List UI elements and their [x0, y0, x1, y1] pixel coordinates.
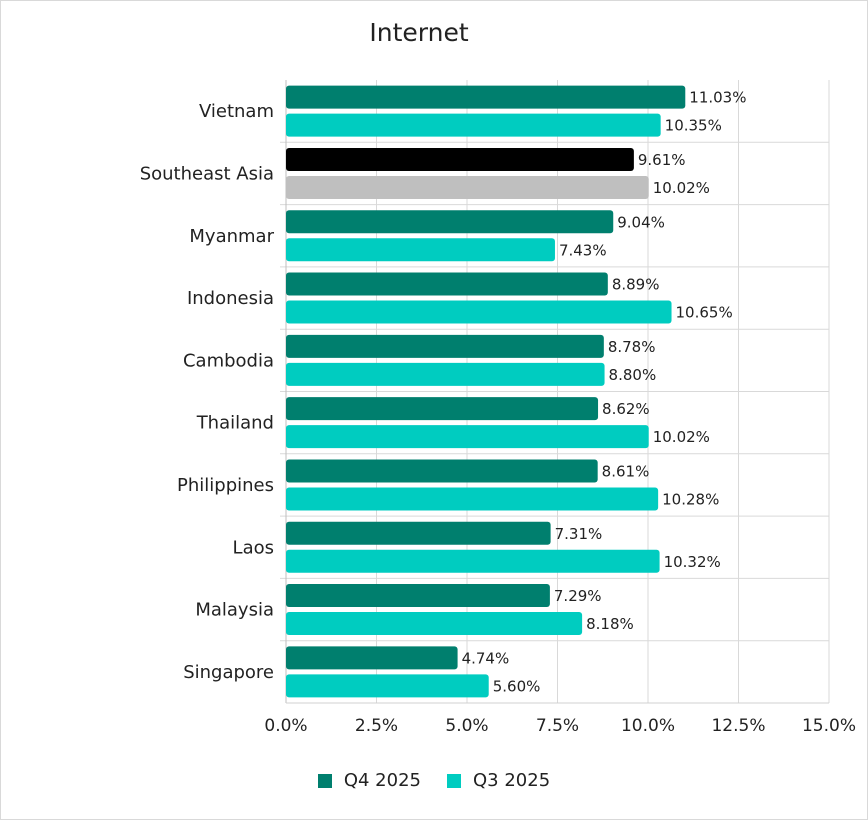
- bar-cambodia-q3: [286, 362, 605, 386]
- x-tick-label: 2.5%: [355, 716, 398, 736]
- data-label-malaysia-q3: 8.18%: [586, 615, 634, 633]
- data-label-myanmar-q3: 7.43%: [559, 241, 607, 259]
- bar-cambodia-q4: [286, 334, 604, 358]
- category-label-thailand: Thailand: [196, 413, 274, 434]
- data-label-singapore-q4: 4.74%: [462, 649, 510, 667]
- bars: [286, 85, 686, 698]
- data-label-philippines-q4: 8.61%: [602, 462, 650, 480]
- bar-singapore-q4: [286, 646, 458, 670]
- bar-indonesia-q4: [286, 272, 608, 296]
- data-label-indonesia-q3: 10.65%: [676, 304, 733, 322]
- data-label-vietnam-q4: 11.03%: [689, 89, 746, 107]
- x-tick-label: 5.0%: [445, 716, 488, 736]
- data-label-southeast-asia-q3: 10.02%: [653, 179, 710, 197]
- legend-swatch-q3: [447, 773, 461, 788]
- bar-indonesia-q3: [286, 300, 672, 324]
- category-label-malaysia: Malaysia: [195, 600, 274, 621]
- category-label-southeast-asia: Southeast Asia: [140, 163, 274, 184]
- bar-philippines-q3: [286, 487, 659, 511]
- bar-thailand-q3: [286, 425, 649, 449]
- data-label-malaysia-q4: 7.29%: [554, 587, 602, 605]
- legend-swatch-q4: [317, 773, 332, 788]
- bar-southeast-asia-q3: [286, 175, 649, 199]
- data-label-laos-q4: 7.31%: [555, 525, 603, 543]
- x-tick-label: 7.5%: [536, 716, 579, 736]
- grid-lines: [280, 80, 830, 704]
- category-label-myanmar: Myanmar: [189, 226, 274, 247]
- bar-southeast-asia-q4: [286, 147, 634, 171]
- data-label-philippines-q3: 10.28%: [662, 490, 719, 508]
- legend-label-q3: Q3 2025: [473, 770, 551, 791]
- category-label-vietnam: Vietnam: [199, 101, 274, 122]
- category-label-indonesia: Indonesia: [187, 288, 274, 309]
- bar-vietnam-q4: [286, 85, 686, 109]
- bar-malaysia-q4: [286, 584, 550, 608]
- bar-myanmar-q3: [286, 238, 555, 262]
- data-label-thailand-q3: 10.02%: [653, 428, 710, 446]
- legend-label-q4: Q4 2025: [343, 770, 421, 791]
- data-label-southeast-asia-q4: 9.61%: [638, 151, 686, 169]
- bar-myanmar-q4: [286, 210, 614, 234]
- data-label-indonesia-q4: 8.89%: [612, 276, 660, 294]
- bar-vietnam-q3: [286, 113, 661, 137]
- bar-laos-q4: [286, 521, 551, 545]
- bar-chart: 0.0% 2.5% 5.0% 7.5% 10.0% 12.5% 15.0% Vietnam 11…: [140, 80, 856, 736]
- bar-malaysia-q3: [286, 612, 583, 636]
- category-label-cambodia: Cambodia: [183, 350, 274, 371]
- bar-philippines-q4: [286, 459, 598, 483]
- data-label-myanmar-q4: 9.04%: [617, 213, 665, 231]
- legend-item-q3: Q3 2025: [447, 770, 550, 791]
- data-label-cambodia-q4: 8.78%: [608, 338, 656, 356]
- data-label-thailand-q4: 8.62%: [602, 400, 650, 418]
- x-tick-label: 15.0%: [802, 716, 856, 736]
- bar-singapore-q3: [286, 674, 489, 698]
- x-tick-label: 12.5%: [711, 716, 765, 736]
- x-tick-label: 10.0%: [621, 716, 675, 736]
- bar-thailand-q4: [286, 397, 599, 421]
- legend-item-q4: Q4 2025: [317, 770, 421, 791]
- chart-title: Internet: [369, 18, 469, 47]
- data-label-singapore-q3: 5.60%: [493, 677, 541, 695]
- data-label-vietnam-q3: 10.35%: [665, 117, 722, 135]
- category-label-philippines: Philippines: [177, 475, 274, 496]
- bar-laos-q3: [286, 549, 660, 573]
- legend: Q4 2025 Q3 2025: [0, 770, 868, 791]
- category-label-singapore: Singapore: [183, 662, 274, 683]
- category-label-laos: Laos: [233, 537, 274, 558]
- x-tick-label: 0.0%: [264, 716, 307, 736]
- data-label-laos-q3: 10.32%: [664, 553, 721, 571]
- data-label-cambodia-q3: 8.80%: [609, 366, 657, 384]
- labels: 0.0% 2.5% 5.0% 7.5% 10.0% 12.5% 15.0% Vietnam 11…: [140, 89, 856, 736]
